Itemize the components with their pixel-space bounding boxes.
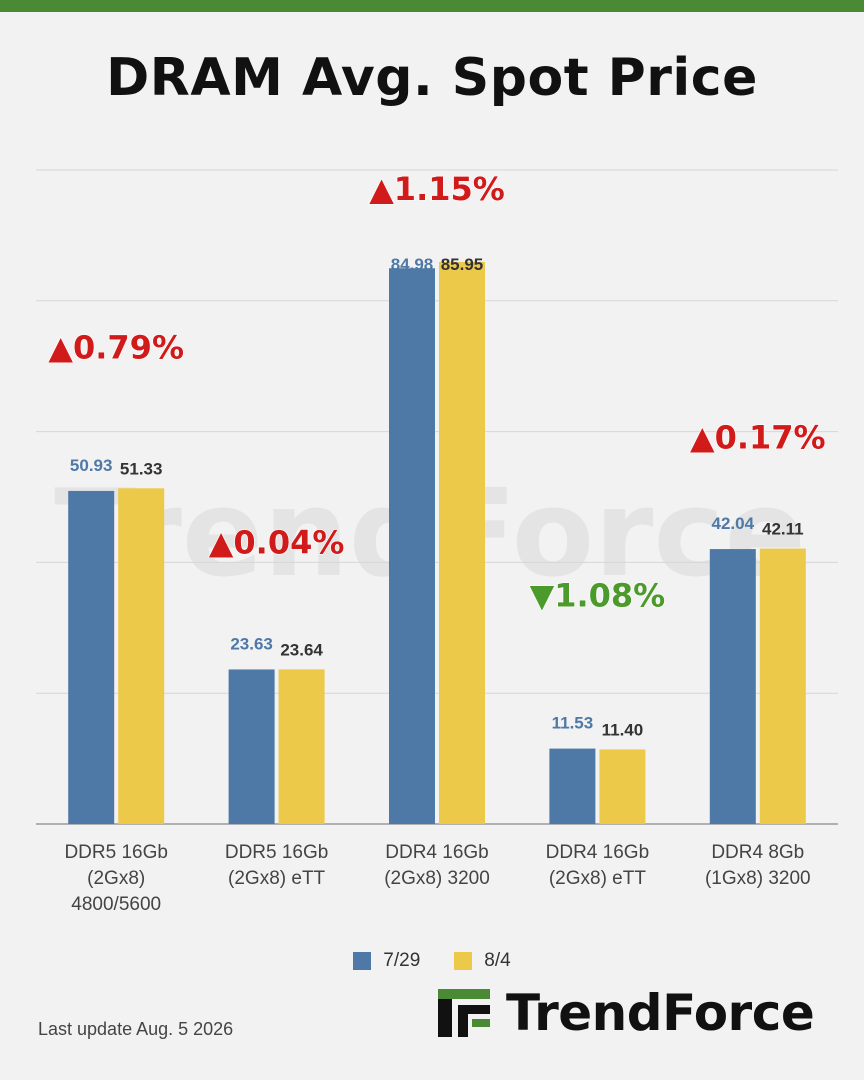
bar-1-2 (228, 669, 275, 824)
legend-swatch-series-1 (353, 952, 372, 970)
trendforce-logo-icon (438, 989, 490, 1037)
bar-2-3 (439, 261, 485, 825)
bar-2-5 (759, 548, 806, 824)
legend-swatch-series-2 (454, 952, 473, 970)
bar-1-4 (549, 748, 596, 824)
data-label-2-1: 51.33 (120, 459, 163, 478)
legend-label-series-1: 7/29 (383, 950, 421, 971)
category-label-2-line-1: DDR5 16Gb (225, 842, 329, 863)
last-update-text: Last update Aug. 5 2026 (38, 1019, 234, 1039)
legend-label-series-2: 8/4 (484, 950, 511, 971)
legend-item-series-2: 8/4 (454, 950, 511, 972)
bar-2-2 (278, 669, 325, 824)
bar-2-4 (599, 749, 646, 824)
trendforce-logo-text: TrendForce (506, 984, 815, 1042)
chart-title: DRAM Avg. Spot Price (106, 48, 758, 108)
bar-1-5 (709, 549, 756, 824)
change-annotation-4: ▼1.08% (530, 577, 666, 615)
bar-1-3 (389, 268, 435, 824)
legend: 7/29 8/4 (0, 950, 864, 972)
change-annotation-5: ▲0.17% (690, 419, 826, 457)
category-label-1-line-1: DDR5 16Gb (64, 842, 168, 863)
change-annotation-3: ▲1.15% (369, 170, 505, 208)
data-label-1-2: 23.63 (230, 634, 273, 653)
category-label-4-line-1: DDR4 16Gb (546, 842, 650, 863)
bar-1-1 (68, 490, 115, 824)
change-annotation-2: ▲0.04% (209, 523, 345, 561)
data-label-2-5: 42.11 (762, 520, 804, 539)
legend-item-series-1: 7/29 (353, 950, 420, 972)
category-label-4-line-2: (2Gx8) eTT (549, 868, 647, 889)
category-label-5-line-1: DDR4 8Gb (711, 842, 804, 863)
change-annotation-1: ▲0.79% (48, 328, 184, 366)
data-label-1-4: 11.53 (552, 714, 594, 733)
category-label-5-line-2: (1Gx8) 3200 (705, 868, 811, 889)
data-label-2-3: 85.95 (441, 255, 484, 274)
data-label-2-2: 23.64 (280, 640, 323, 659)
data-label-1-3: 84.98 (391, 255, 434, 274)
category-label-3-line-2: (2Gx8) 3200 (384, 868, 490, 889)
category-label-1-line-3: 4800/5600 (71, 894, 161, 915)
trendforce-logo: TrendForce (436, 984, 815, 1042)
data-label-1-5: 42.04 (712, 514, 755, 533)
bar-2-1 (118, 488, 165, 824)
top-accent-bar (0, 0, 864, 12)
category-label-1-line-2: (2Gx8) (87, 868, 145, 889)
data-label-1-1: 50.93 (70, 456, 113, 475)
data-label-2-4: 11.40 (602, 720, 644, 739)
category-label-3-line-1: DDR4 16Gb (385, 842, 489, 863)
category-label-2-line-2: (2Gx8) eTT (228, 868, 326, 889)
